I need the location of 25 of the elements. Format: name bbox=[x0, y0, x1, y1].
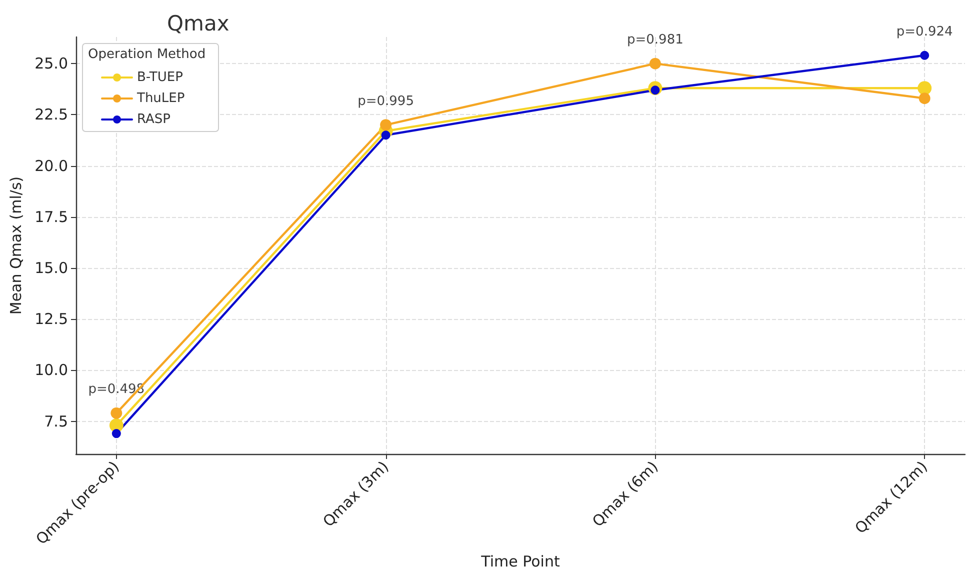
point bbox=[920, 50, 930, 60]
point bbox=[380, 119, 392, 131]
legend-label: B-TUEP bbox=[137, 70, 184, 85]
x-axis-title: Time Point bbox=[480, 552, 560, 571]
y-tick-label: 25.0 bbox=[34, 54, 68, 73]
y-tick-label: 10.0 bbox=[34, 361, 68, 380]
legend-label: RASP bbox=[137, 112, 171, 127]
legend-label: ThuLEP bbox=[136, 91, 185, 106]
y-axis-title: Mean Qmax (ml/s) bbox=[7, 176, 26, 315]
y-tick-label: 15.0 bbox=[34, 258, 68, 277]
annotation: p=0.995 bbox=[358, 94, 414, 109]
point bbox=[110, 407, 122, 419]
point bbox=[112, 429, 121, 438]
y-tick-label: 12.5 bbox=[34, 310, 68, 328]
chart-title: Qmax bbox=[167, 12, 230, 36]
y-tick-label: 22.5 bbox=[34, 106, 68, 124]
point bbox=[918, 81, 932, 96]
y-tick-label: 20.0 bbox=[34, 156, 68, 175]
annotation: p=0.924 bbox=[896, 24, 953, 40]
y-tick-label: 7.5 bbox=[44, 412, 68, 430]
point bbox=[649, 58, 661, 70]
y-tick-label: 17.5 bbox=[34, 208, 68, 226]
legend-title: Operation Method bbox=[88, 47, 206, 62]
annotation: p=0.981 bbox=[627, 32, 684, 48]
point bbox=[918, 92, 930, 104]
